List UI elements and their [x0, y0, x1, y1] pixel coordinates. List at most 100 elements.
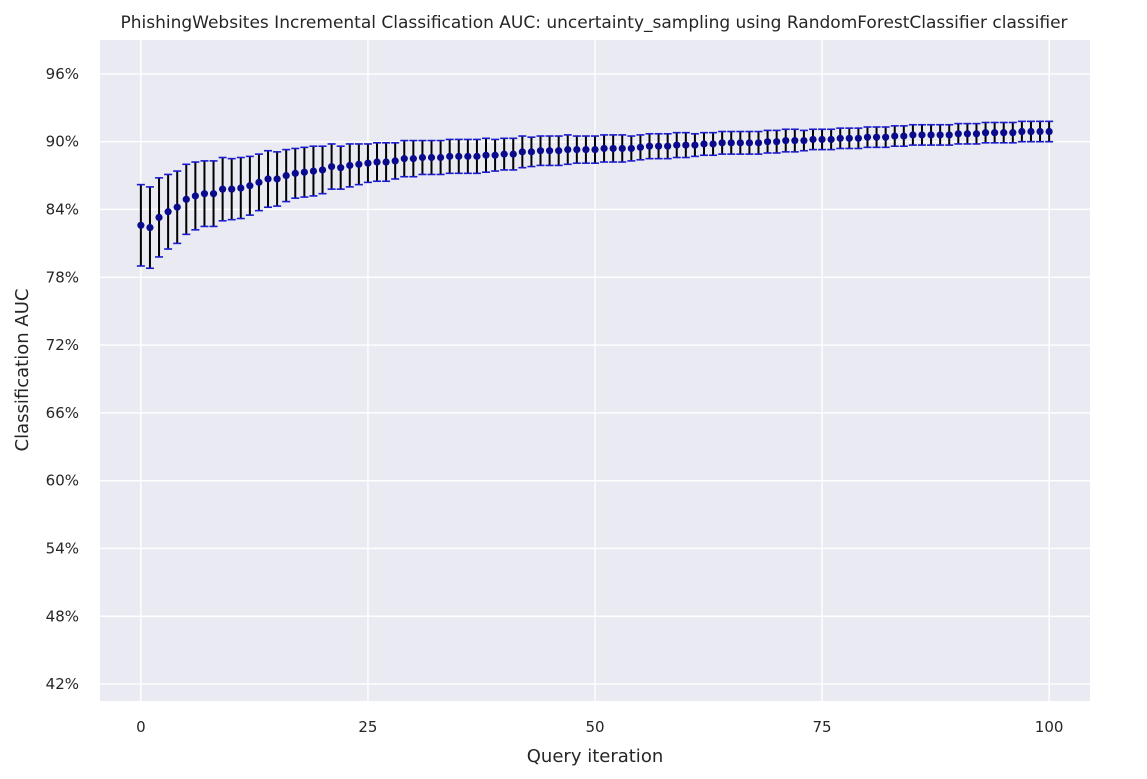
data-point	[391, 157, 399, 165]
x-tick-label: 75	[813, 718, 832, 736]
data-point	[446, 152, 454, 160]
data-point	[845, 134, 853, 142]
data-point	[636, 143, 645, 151]
data-point	[373, 158, 381, 166]
data-point	[382, 158, 390, 166]
y-tick-label: 72%	[46, 336, 79, 354]
data-point	[409, 155, 417, 163]
data-point	[1027, 127, 1035, 136]
data-point	[727, 139, 735, 147]
data-point	[609, 144, 617, 153]
data-point	[273, 175, 281, 183]
data-point	[927, 131, 935, 139]
x-tick-label: 25	[358, 718, 377, 736]
data-point	[736, 139, 744, 147]
data-point	[1000, 129, 1008, 137]
data-point	[555, 147, 563, 155]
data-point	[246, 182, 254, 190]
data-point	[491, 151, 499, 159]
data-point	[882, 133, 890, 141]
data-point	[900, 132, 908, 140]
data-point	[237, 184, 245, 192]
data-point	[818, 135, 826, 144]
y-tick-label: 48%	[46, 607, 79, 625]
x-tick-label: 0	[136, 718, 146, 736]
data-point	[800, 136, 808, 145]
x-axis-label: Query iteration	[527, 746, 663, 767]
data-point	[436, 153, 445, 162]
data-point	[355, 160, 363, 168]
y-tick-label: 54%	[46, 539, 79, 557]
data-point	[591, 146, 599, 154]
data-point	[918, 131, 926, 139]
data-point	[909, 131, 917, 139]
data-point	[991, 129, 999, 137]
data-point	[782, 136, 790, 145]
data-point	[763, 138, 772, 146]
data-point	[164, 208, 172, 216]
data-point	[228, 185, 236, 193]
chart-title: PhishingWebsites Incremental Classificat…	[120, 13, 1067, 33]
data-point	[155, 213, 163, 221]
data-point	[700, 140, 708, 148]
data-point	[891, 132, 899, 140]
data-point	[500, 150, 508, 158]
data-point	[645, 142, 654, 150]
y-tick-label: 96%	[46, 65, 79, 83]
data-point	[291, 169, 299, 177]
x-tick-label: 100	[1035, 718, 1064, 736]
data-point	[473, 152, 481, 160]
data-point	[872, 133, 881, 141]
data-point	[364, 159, 372, 167]
data-point	[346, 161, 354, 170]
data-point	[981, 129, 990, 137]
data-point	[318, 166, 327, 174]
data-point	[464, 152, 472, 160]
data-point	[836, 134, 844, 142]
data-point	[182, 195, 190, 203]
data-point	[200, 190, 209, 198]
data-point	[1036, 127, 1044, 136]
data-point	[137, 221, 145, 229]
data-point	[673, 141, 681, 149]
data-point	[328, 162, 336, 171]
data-point	[255, 178, 263, 186]
data-point	[754, 139, 763, 147]
y-tick-label: 42%	[46, 675, 79, 693]
grid	[100, 40, 1090, 701]
data-point	[945, 131, 953, 139]
data-point	[536, 147, 545, 155]
data-point	[545, 147, 554, 155]
data-point	[219, 185, 227, 193]
data-point	[863, 133, 872, 141]
data-point	[1018, 127, 1026, 136]
data-point	[827, 135, 835, 144]
data-point	[627, 144, 635, 153]
data-point	[300, 168, 308, 176]
y-tick-label: 90%	[46, 133, 79, 151]
data-point	[654, 142, 663, 150]
data-point	[264, 175, 272, 183]
data-point	[282, 171, 290, 180]
data-point	[309, 167, 318, 175]
y-axis-label: Classification AUC	[12, 289, 33, 452]
data-point	[582, 146, 590, 154]
data-point	[745, 139, 754, 147]
data-point	[791, 136, 799, 145]
data-point	[600, 144, 608, 153]
data-point	[682, 141, 690, 149]
x-tick-label: 50	[585, 718, 604, 736]
data-point	[418, 153, 427, 162]
data-point	[564, 146, 572, 154]
y-tick-label: 84%	[46, 200, 79, 218]
data-point	[691, 141, 699, 149]
data-point	[427, 153, 436, 162]
y-tick-label: 78%	[46, 268, 79, 286]
data-point	[963, 130, 971, 138]
data-point	[482, 151, 490, 159]
data-point	[1009, 129, 1017, 137]
data-point	[173, 203, 181, 211]
data-point	[455, 152, 463, 160]
data-point	[773, 138, 781, 146]
